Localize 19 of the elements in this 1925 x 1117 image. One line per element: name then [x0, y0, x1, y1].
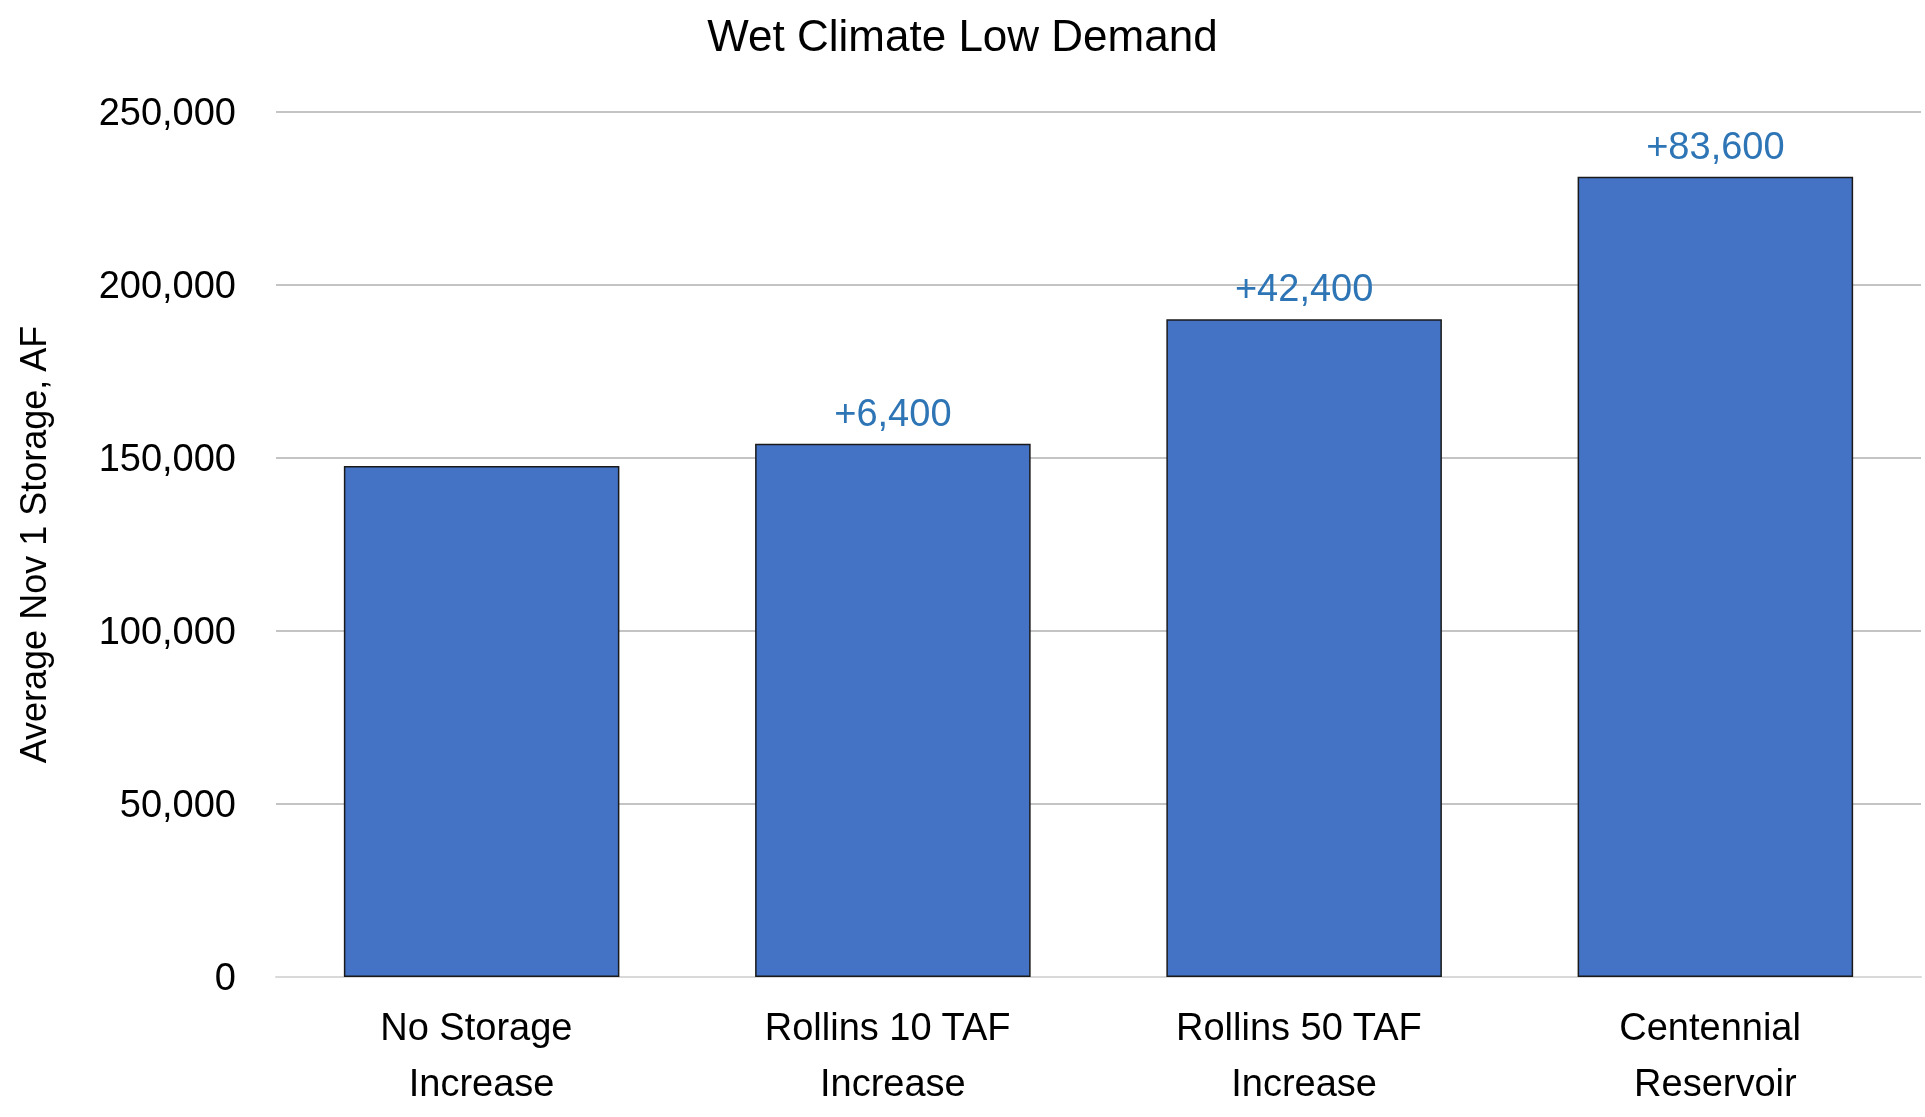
y-tick-label: 0	[214, 956, 236, 998]
annotation: +6,400	[834, 391, 952, 434]
x-tick-label: Rollins 50 TAF Increase	[1176, 1006, 1433, 1104]
annotation: +42,400	[1234, 267, 1374, 310]
y-tick-label: 200,000	[98, 264, 236, 306]
y-tick-label: 100,000	[98, 610, 236, 652]
bar	[343, 465, 620, 977]
bar	[1577, 176, 1854, 977]
x-tick-label: No Storage Increase	[380, 1006, 584, 1104]
chart-title: Wet Climate Low Demand	[707, 10, 1218, 60]
bar	[1166, 319, 1442, 977]
x-tick-label: Rollins 10 TAF Increase	[764, 1006, 1021, 1104]
bar	[755, 443, 1031, 977]
y-tick-label: 250,000	[98, 91, 236, 133]
annotation: +83,600	[1646, 124, 1785, 167]
y-axis-title: Average Nov 1 Storage, AF	[12, 325, 54, 764]
x-tick-label: Centennial Reservoir	[1619, 1006, 1812, 1104]
y-tick-label: 150,000	[98, 437, 236, 479]
y-tick-label: 50,000	[119, 783, 236, 825]
